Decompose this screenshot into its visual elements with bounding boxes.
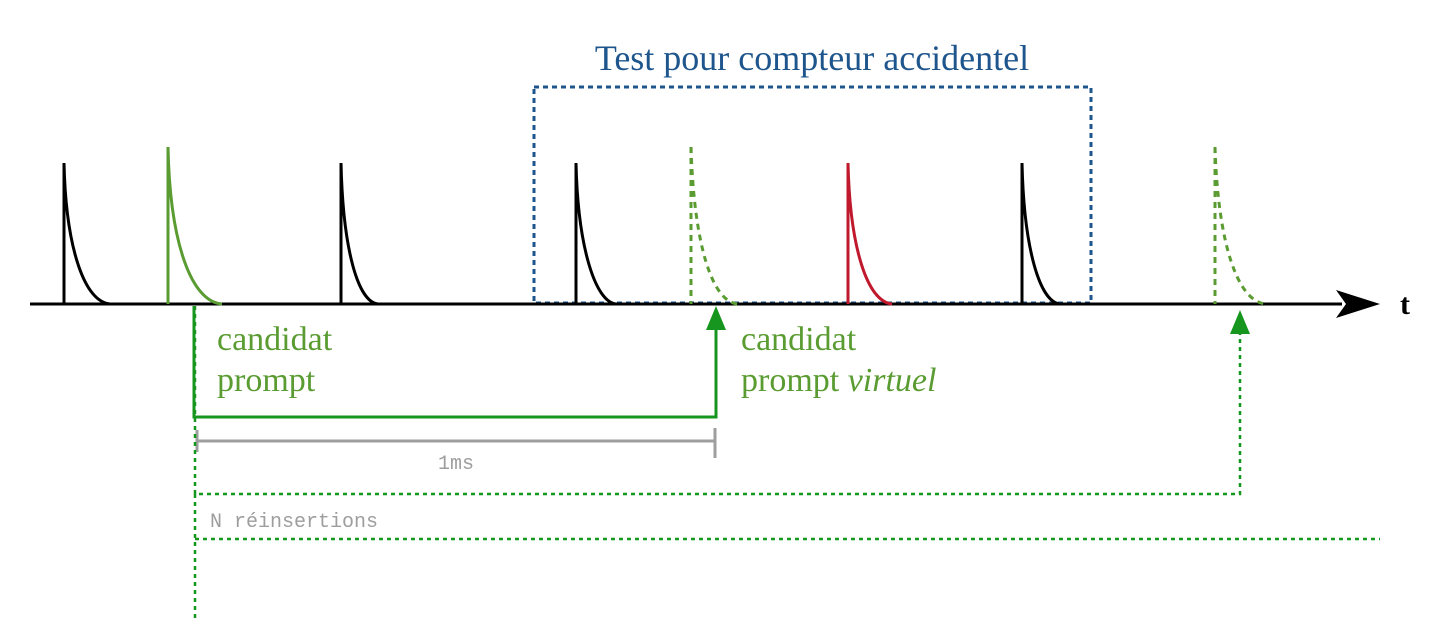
interval-bracket bbox=[195, 428, 717, 458]
candidate-label-line2: prompt bbox=[217, 362, 316, 399]
interval-label: 1ms bbox=[438, 453, 474, 476]
pulse-black-3 bbox=[574, 162, 617, 306]
pulse-green-prompt bbox=[166, 146, 223, 306]
pulse-green-virtual-2 bbox=[1213, 146, 1267, 306]
axis-label-t: t bbox=[1400, 288, 1410, 321]
virtual-label-line1: candidat bbox=[741, 321, 857, 358]
pulse-green-virtual-1 bbox=[689, 146, 739, 306]
reinsertions-label: N réinsertions bbox=[210, 511, 378, 534]
reinsertion-connector bbox=[193, 306, 1242, 496]
candidate-label: candidat prompt bbox=[217, 321, 341, 399]
accidental-window-box bbox=[532, 85, 1093, 305]
pulse-black-4 bbox=[1020, 162, 1061, 306]
virtual-label-line2: prompt virtuel bbox=[741, 362, 936, 399]
virtual-label-prefix: prompt bbox=[741, 362, 848, 399]
pulse-red bbox=[846, 162, 893, 306]
arrow-right-icon bbox=[1336, 290, 1380, 318]
prompt-to-virtual-connector bbox=[192, 306, 718, 419]
candidate-label-line1: candidat bbox=[217, 321, 333, 358]
pulse-black-1 bbox=[62, 162, 111, 306]
virtual-candidate-label: candidat prompt virtuel bbox=[741, 321, 936, 399]
arrow-up-icon bbox=[1230, 310, 1250, 334]
pulse-black-2 bbox=[339, 162, 379, 306]
virtual-label-italic: virtuel bbox=[848, 362, 937, 399]
arrow-up-icon bbox=[706, 306, 726, 330]
diagram-title: Test pour compteur accidentel bbox=[595, 38, 1029, 78]
